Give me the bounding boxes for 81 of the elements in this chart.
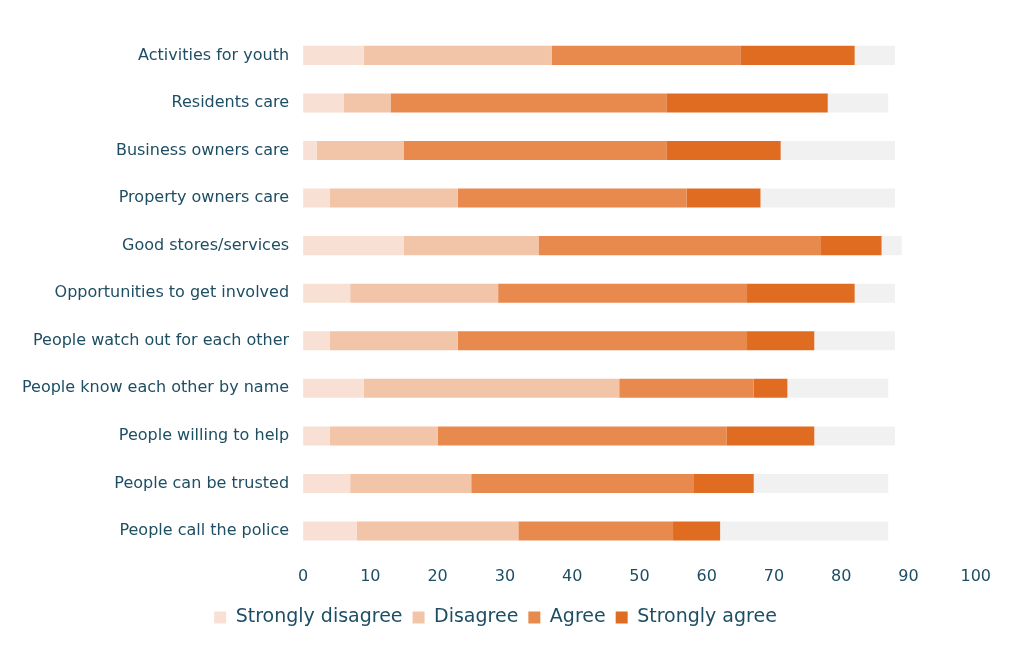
y-tick-label: People can be trusted [114,472,290,492]
bar [753,473,889,493]
bar [538,236,822,256]
x-tick-label: 60 [696,565,717,585]
bar [760,188,896,208]
bar [881,236,902,256]
x-tick-label: 80 [831,565,852,585]
bar [350,473,472,493]
y-tick-label: Activities for youth [138,44,290,64]
bar [471,473,694,493]
legend-label: Strongly agree [637,604,777,627]
x-tick-label: 10 [360,565,381,585]
bar [518,521,674,541]
legend-label: Disagree [434,604,519,627]
y-tick-label: Property owners care [118,187,290,207]
bar [303,521,357,541]
x-tick-label: 50 [629,565,650,585]
bar [303,93,344,113]
bar [686,188,761,208]
bar [747,331,815,351]
bar [720,521,889,541]
x-tick-label: 30 [494,565,516,585]
bar [350,283,499,303]
bar [303,426,330,446]
bar [827,93,889,113]
bar [303,331,330,351]
bar [329,331,458,351]
bar [390,93,667,113]
y-tick-label: Residents care [171,92,290,112]
bar [666,141,781,161]
x-tick-label: 20 [427,565,448,585]
bar [303,378,364,398]
y-tick-label: People call the police [119,520,290,540]
legend-label: Strongly disagree [235,604,403,627]
bar [753,378,788,398]
bar [303,236,404,256]
bar [498,283,748,303]
y-tick-label: Good stores/services [122,234,290,254]
bar [821,236,882,256]
bar [303,188,330,208]
bar [356,521,519,541]
bar [814,331,896,351]
bar [363,378,620,398]
y-tick-label: Business owners care [115,139,290,159]
y-tick-label: People willing to help [118,425,290,445]
bar [619,378,754,398]
x-tick-label: 0 [297,565,309,585]
y-tick-label: People know each other by name [22,377,290,397]
y-tick-label: People watch out for each other [32,329,290,349]
bar [303,283,351,303]
bar [726,426,815,446]
x-tick-label: 90 [898,565,919,585]
bar [457,188,687,208]
bar [437,426,727,446]
bar [303,473,351,493]
bar [329,188,458,208]
bar [780,141,896,161]
bar [814,426,896,446]
bar [303,45,364,65]
bar [747,283,855,303]
bar [854,283,896,303]
bar [363,45,552,65]
bar [316,141,404,161]
bar [303,141,317,161]
x-tick-label: 70 [763,565,785,585]
bar [666,93,828,113]
bar [551,45,741,65]
bar [403,236,539,256]
bar [854,45,896,65]
bar [673,521,721,541]
bar [787,378,889,398]
bar [740,45,855,65]
y-tick-label: Opportunities to get involved [54,282,290,302]
bar [329,426,438,446]
x-tick-label: 100 [960,565,991,585]
legend-label: Agree [549,604,606,627]
bar [457,331,748,351]
bar [693,473,754,493]
bar [343,93,391,113]
bar [403,141,667,161]
x-tick-label: 40 [561,565,583,585]
